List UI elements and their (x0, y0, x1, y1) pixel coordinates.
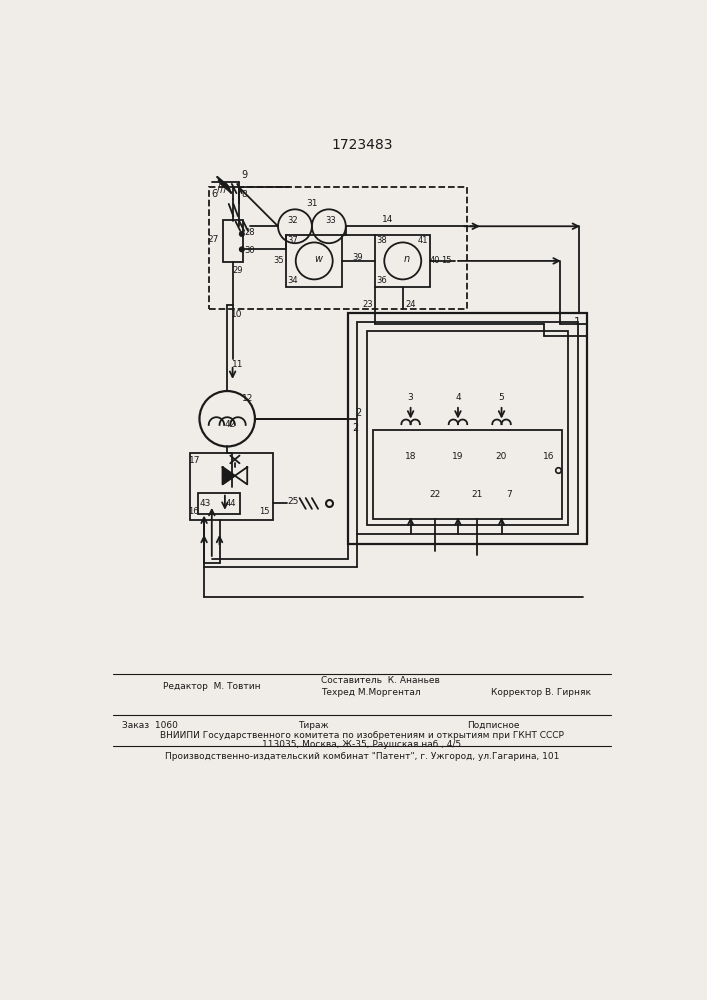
Bar (366, 331, 568, 525)
Bar (223, 220, 243, 262)
Text: Подписное: Подписное (467, 721, 520, 730)
Text: 31: 31 (306, 199, 317, 208)
Bar (357, 322, 578, 534)
Text: 23: 23 (362, 300, 373, 309)
Text: 8: 8 (241, 190, 247, 199)
Text: 10: 10 (230, 310, 243, 319)
Text: 33: 33 (326, 216, 337, 225)
Bar (373, 430, 562, 519)
Bar (209, 187, 467, 309)
Text: ВНИИПИ Государственного комитета по изобретениям и открытиям при ГКНТ СССР: ВНИИПИ Государственного комитета по изоб… (160, 732, 564, 740)
Text: 22: 22 (430, 490, 441, 499)
Bar (375, 235, 431, 287)
Text: 16: 16 (188, 507, 199, 516)
Text: 39: 39 (353, 253, 363, 262)
Text: 24: 24 (405, 300, 416, 309)
Text: 37: 37 (287, 236, 298, 245)
Bar (198, 493, 240, 514)
Bar (190, 453, 274, 520)
Text: 16: 16 (543, 452, 555, 461)
Text: 4: 4 (455, 393, 461, 402)
Text: 32: 32 (287, 216, 298, 225)
Bar (286, 235, 342, 287)
Text: 11: 11 (232, 360, 244, 369)
Text: 41: 41 (418, 236, 428, 245)
Text: 2: 2 (355, 408, 361, 418)
Text: 18: 18 (405, 452, 416, 461)
Text: Заказ  1060: Заказ 1060 (122, 721, 178, 730)
Text: n: n (404, 254, 409, 264)
Text: 5: 5 (498, 393, 504, 402)
Text: ///: /// (217, 184, 227, 194)
Text: 12: 12 (242, 394, 253, 403)
Circle shape (240, 247, 244, 252)
Text: 35: 35 (274, 256, 284, 265)
Text: 42: 42 (225, 420, 236, 429)
Text: 17: 17 (189, 456, 201, 465)
Text: 21: 21 (472, 490, 483, 499)
Text: 15: 15 (440, 256, 451, 265)
Text: 1: 1 (574, 317, 581, 327)
Text: Редактор  М. Товтин: Редактор М. Товтин (163, 682, 261, 691)
Text: 30: 30 (244, 246, 255, 255)
Text: Тираж: Тираж (298, 721, 329, 730)
Text: 20: 20 (496, 452, 507, 461)
Text: 34: 34 (287, 276, 298, 285)
Text: 25: 25 (287, 497, 298, 506)
Text: w: w (314, 254, 322, 264)
Text: Составитель  К. Ананьев: Составитель К. Ананьев (321, 676, 440, 685)
Text: 28: 28 (244, 228, 255, 237)
Text: Производственно-издательский комбинат "Патент", г. Ужгород, ул.Гагарина, 101: Производственно-издательский комбинат "П… (165, 752, 559, 761)
Text: 36: 36 (376, 276, 387, 285)
Text: 43: 43 (200, 499, 211, 508)
Text: 15: 15 (259, 507, 269, 516)
Text: 3: 3 (408, 393, 414, 402)
Bar (348, 312, 587, 544)
Text: 29: 29 (232, 266, 243, 275)
Text: 6: 6 (211, 189, 217, 199)
Text: 27: 27 (207, 235, 218, 244)
Text: 14: 14 (382, 215, 394, 224)
Text: 38: 38 (376, 236, 387, 245)
Circle shape (240, 232, 244, 236)
Text: Корректор В. Гирняк: Корректор В. Гирняк (491, 688, 590, 697)
Text: 113035, Москва, Ж-35, Раушская наб., 4/5: 113035, Москва, Ж-35, Раушская наб., 4/5 (262, 740, 462, 749)
Text: 2: 2 (353, 423, 359, 433)
Text: Техред М.Моргентал: Техред М.Моргентал (321, 688, 421, 697)
Polygon shape (223, 467, 235, 484)
Text: 44: 44 (226, 499, 236, 508)
Text: 7: 7 (506, 490, 512, 499)
Text: 40: 40 (430, 256, 440, 265)
Text: 19: 19 (452, 452, 464, 461)
Text: 1723483: 1723483 (331, 138, 392, 152)
Text: 9: 9 (242, 170, 248, 180)
